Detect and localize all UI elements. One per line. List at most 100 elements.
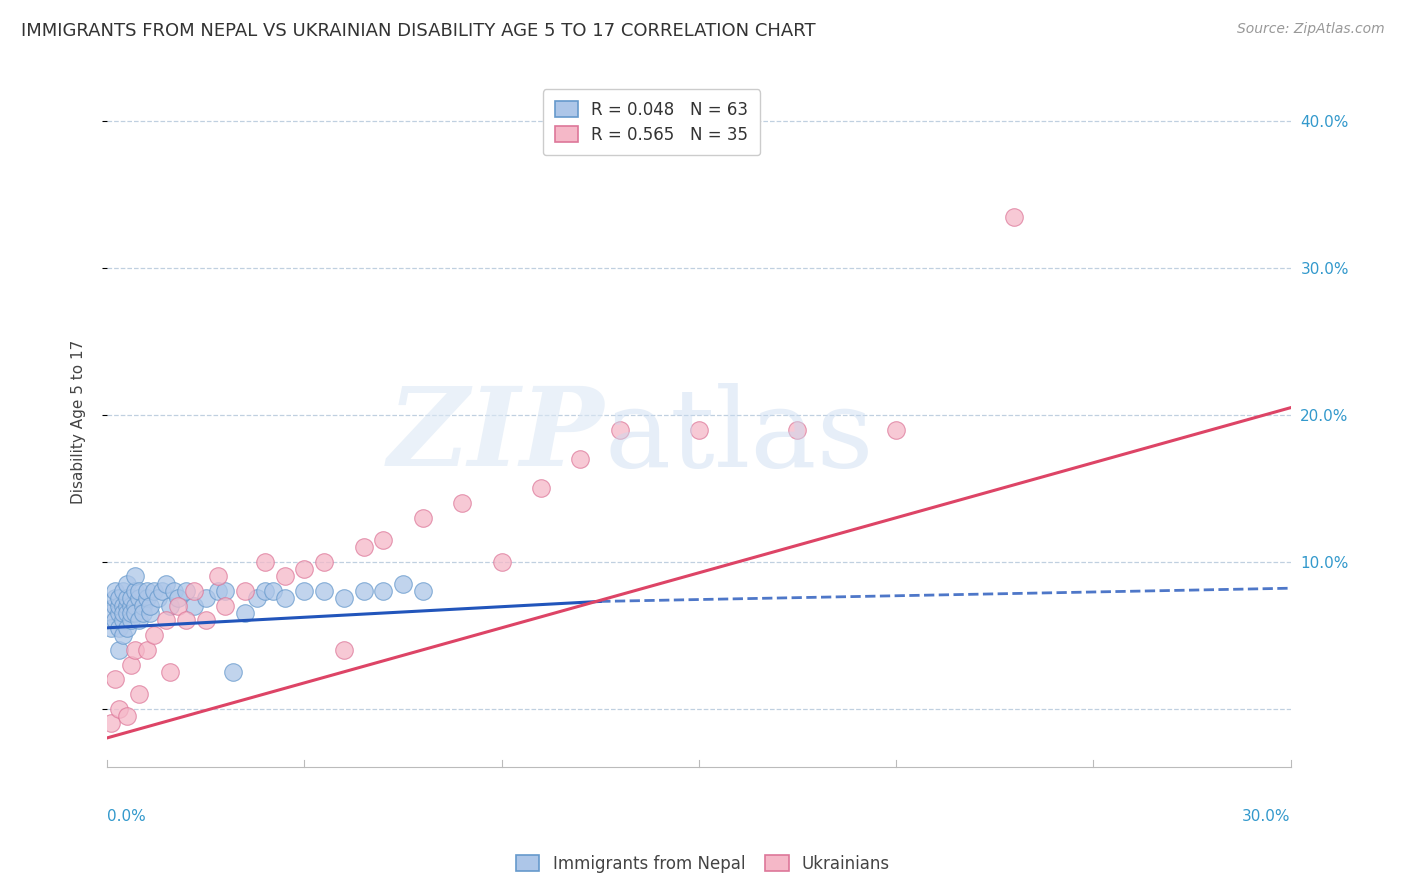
Point xyxy=(135,591,157,606)
Point xyxy=(143,584,166,599)
Point xyxy=(214,599,236,613)
Point xyxy=(155,576,177,591)
Point xyxy=(246,591,269,606)
Text: atlas: atlas xyxy=(605,383,873,490)
Point xyxy=(159,665,181,679)
Point xyxy=(135,584,157,599)
Legend: Immigrants from Nepal, Ukrainians: Immigrants from Nepal, Ukrainians xyxy=(509,848,897,880)
Point xyxy=(373,584,395,599)
Point xyxy=(491,555,513,569)
Text: 0.0%: 0.0% xyxy=(107,809,146,823)
Text: Source: ZipAtlas.com: Source: ZipAtlas.com xyxy=(1237,22,1385,37)
Point xyxy=(104,584,127,599)
Point xyxy=(108,591,131,606)
Point xyxy=(207,569,229,583)
Point xyxy=(108,621,131,635)
Point xyxy=(353,540,375,554)
Point xyxy=(115,591,138,606)
Point xyxy=(120,599,142,613)
Point xyxy=(262,584,284,599)
Point xyxy=(174,614,197,628)
Point xyxy=(412,584,434,599)
Point xyxy=(194,614,217,628)
Point xyxy=(569,452,592,467)
Point xyxy=(128,687,150,701)
Point xyxy=(115,576,138,591)
Point xyxy=(292,562,315,576)
Point xyxy=(104,614,127,628)
Point xyxy=(333,643,356,657)
Point xyxy=(530,482,553,496)
Point xyxy=(100,621,122,635)
Point xyxy=(1004,210,1026,224)
Point xyxy=(392,576,415,591)
Point xyxy=(120,614,142,628)
Point xyxy=(884,423,907,437)
Point xyxy=(124,606,146,620)
Point xyxy=(111,606,134,620)
Point xyxy=(253,584,276,599)
Point xyxy=(451,496,474,510)
Point xyxy=(124,584,146,599)
Point xyxy=(353,584,375,599)
Point xyxy=(111,614,134,628)
Point xyxy=(163,584,186,599)
Point xyxy=(115,606,138,620)
Point xyxy=(108,599,131,613)
Point xyxy=(312,584,335,599)
Point xyxy=(108,643,131,657)
Point xyxy=(111,584,134,599)
Point xyxy=(207,584,229,599)
Point xyxy=(143,628,166,642)
Point xyxy=(120,606,142,620)
Point xyxy=(688,423,710,437)
Point xyxy=(155,614,177,628)
Point xyxy=(131,606,153,620)
Point xyxy=(124,599,146,613)
Point xyxy=(159,599,181,613)
Point xyxy=(104,591,127,606)
Point xyxy=(148,591,170,606)
Point xyxy=(124,569,146,583)
Point xyxy=(233,606,256,620)
Point xyxy=(786,423,808,437)
Point xyxy=(273,569,295,583)
Point xyxy=(412,510,434,524)
Point xyxy=(214,584,236,599)
Point xyxy=(183,584,205,599)
Point xyxy=(139,599,162,613)
Point xyxy=(128,614,150,628)
Point xyxy=(194,591,217,606)
Point xyxy=(167,599,190,613)
Y-axis label: Disability Age 5 to 17: Disability Age 5 to 17 xyxy=(72,340,86,505)
Point xyxy=(128,591,150,606)
Point xyxy=(111,628,134,642)
Point xyxy=(100,606,122,620)
Text: IMMIGRANTS FROM NEPAL VS UKRAINIAN DISABILITY AGE 5 TO 17 CORRELATION CHART: IMMIGRANTS FROM NEPAL VS UKRAINIAN DISAB… xyxy=(21,22,815,40)
Point xyxy=(104,672,127,686)
Point xyxy=(135,643,157,657)
Point xyxy=(115,599,138,613)
Text: ZIP: ZIP xyxy=(388,383,605,490)
Point xyxy=(174,584,197,599)
Point xyxy=(233,584,256,599)
Point xyxy=(183,599,205,613)
Point xyxy=(100,716,122,731)
Point xyxy=(120,591,142,606)
Point xyxy=(128,584,150,599)
Text: 30.0%: 30.0% xyxy=(1241,809,1291,823)
Point xyxy=(167,591,190,606)
Point xyxy=(139,606,162,620)
Point xyxy=(108,701,131,715)
Point xyxy=(124,643,146,657)
Point xyxy=(111,599,134,613)
Point xyxy=(312,555,335,569)
Legend: R = 0.048   N = 63, R = 0.565   N = 35: R = 0.048 N = 63, R = 0.565 N = 35 xyxy=(543,89,761,155)
Point xyxy=(108,606,131,620)
Point xyxy=(120,657,142,672)
Point xyxy=(273,591,295,606)
Point xyxy=(115,621,138,635)
Point xyxy=(292,584,315,599)
Point xyxy=(253,555,276,569)
Point xyxy=(131,599,153,613)
